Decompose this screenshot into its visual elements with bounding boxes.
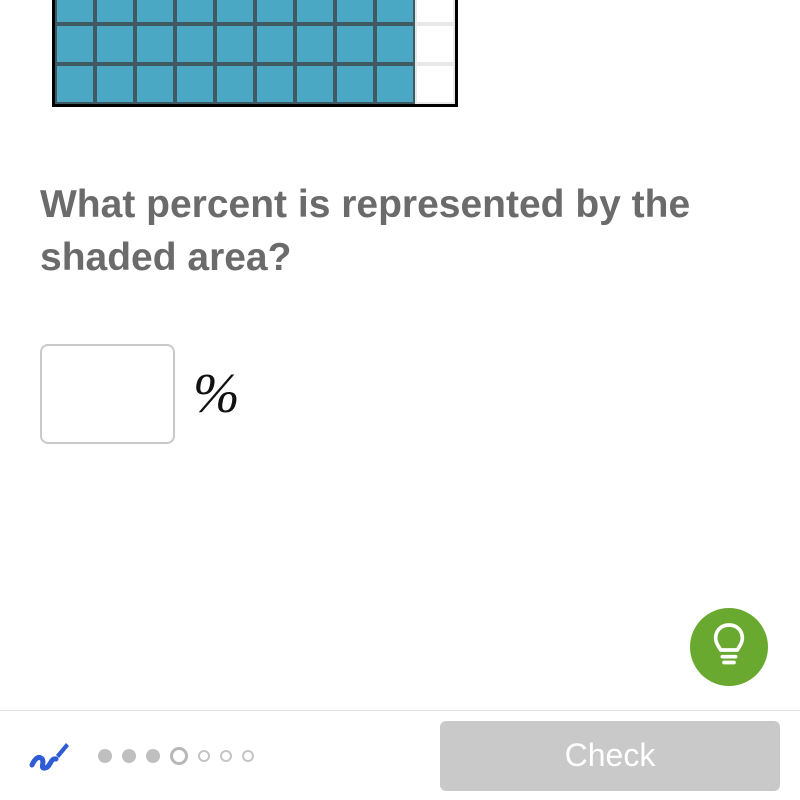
progress-dots xyxy=(98,747,254,765)
question-text: What percent is represented by the shade… xyxy=(40,179,760,284)
progress-dot-todo xyxy=(242,750,254,762)
grid-cell-shaded xyxy=(95,0,135,24)
grid-cell-shaded xyxy=(295,24,335,64)
grid-cell-shaded xyxy=(175,64,215,104)
check-button[interactable]: Check xyxy=(440,721,780,791)
grid-cell-shaded xyxy=(135,0,175,24)
grid-cell-shaded xyxy=(95,64,135,104)
footer-bar: Check xyxy=(0,710,800,800)
grid-cell-unshaded xyxy=(415,64,455,104)
grid-cell-shaded xyxy=(295,64,335,104)
lightbulb-icon xyxy=(709,621,749,674)
grid-cell-shaded xyxy=(255,64,295,104)
grid-cell-shaded xyxy=(215,24,255,64)
grid-cell-shaded xyxy=(255,24,295,64)
hint-button[interactable] xyxy=(690,608,768,686)
progress-dot-done xyxy=(98,749,112,763)
grid-cell-shaded xyxy=(55,0,95,24)
grid-cell-shaded xyxy=(55,24,95,64)
progress-dot-done xyxy=(122,749,136,763)
grid-cell-shaded xyxy=(375,0,415,24)
grid-cell-shaded xyxy=(255,0,295,24)
grid-cell-shaded xyxy=(175,0,215,24)
scratchpad-icon[interactable] xyxy=(28,731,72,780)
grid-cell-shaded xyxy=(335,64,375,104)
grid-cell-shaded xyxy=(135,24,175,64)
answer-input[interactable] xyxy=(40,344,175,444)
progress-dot-done xyxy=(146,749,160,763)
grid-cell-shaded xyxy=(295,0,335,24)
grid-cell-shaded xyxy=(55,64,95,104)
grid-cell-shaded xyxy=(375,64,415,104)
progress-dot-current xyxy=(170,747,188,765)
grid-cell-shaded xyxy=(335,0,375,24)
grid-cell-unshaded xyxy=(415,0,455,24)
grid-cell-shaded xyxy=(215,64,255,104)
progress-dot-todo xyxy=(198,750,210,762)
grid-cell-shaded xyxy=(95,24,135,64)
percent-unit: % xyxy=(193,362,240,426)
grid-cell-shaded xyxy=(135,64,175,104)
grid-cell-shaded xyxy=(375,24,415,64)
grid-cell-shaded xyxy=(335,24,375,64)
grid-cell-shaded xyxy=(215,0,255,24)
percent-grid xyxy=(52,0,458,107)
grid-cell-unshaded xyxy=(415,24,455,64)
grid-cell-shaded xyxy=(175,24,215,64)
progress-dot-todo xyxy=(220,750,232,762)
